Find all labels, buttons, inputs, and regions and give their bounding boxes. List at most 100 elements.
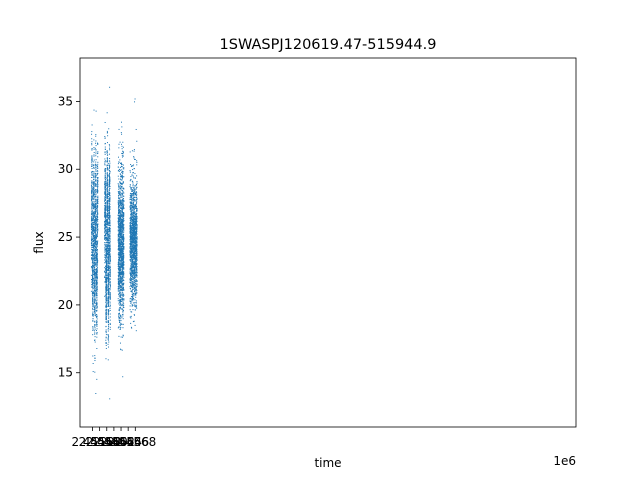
- data-point: [107, 193, 109, 195]
- data-point: [121, 280, 123, 282]
- data-point: [93, 148, 95, 150]
- data-point: [91, 247, 93, 249]
- data-point: [94, 177, 96, 179]
- data-point: [95, 110, 97, 112]
- data-point: [121, 237, 123, 239]
- data-point: [107, 288, 109, 290]
- data-point: [108, 327, 110, 329]
- data-point: [120, 203, 122, 204]
- data-point: [107, 247, 109, 249]
- data-point: [97, 143, 99, 145]
- data-point: [109, 225, 111, 227]
- data-point: [94, 313, 96, 315]
- data-point: [122, 273, 124, 275]
- data-point: [104, 136, 106, 137]
- data-point: [105, 342, 107, 344]
- data-point: [120, 259, 122, 261]
- data-point: [135, 279, 137, 281]
- data-point: [108, 336, 110, 338]
- data-point: [133, 320, 135, 322]
- data-point: [129, 248, 131, 250]
- data-point: [105, 234, 107, 236]
- data-point: [93, 233, 95, 235]
- data-point: [132, 294, 134, 296]
- data-point: [104, 215, 106, 217]
- data-point: [119, 169, 121, 171]
- data-point: [95, 207, 97, 209]
- data-point: [94, 273, 96, 275]
- data-point: [123, 299, 125, 301]
- data-point: [94, 249, 96, 251]
- data-point: [105, 217, 107, 219]
- data-point: [96, 172, 98, 174]
- data-point: [136, 259, 138, 261]
- data-point: [129, 206, 131, 208]
- data-point: [109, 197, 111, 199]
- data-point: [90, 223, 92, 225]
- data-point: [92, 243, 94, 245]
- data-point: [108, 279, 110, 281]
- data-point: [106, 267, 108, 269]
- data-point: [93, 239, 95, 241]
- data-point: [104, 163, 106, 165]
- data-point: [121, 133, 123, 135]
- data-point: [91, 143, 93, 145]
- data-point: [104, 246, 106, 248]
- data-point: [122, 155, 124, 157]
- data-point: [123, 254, 125, 256]
- data-point: [95, 221, 97, 223]
- data-point: [129, 230, 131, 232]
- data-point: [93, 194, 95, 196]
- data-point: [118, 285, 120, 287]
- data-point: [96, 283, 98, 285]
- data-point: [105, 195, 107, 197]
- data-point: [109, 172, 111, 174]
- data-point: [107, 243, 109, 245]
- data-point: [118, 316, 120, 318]
- data-point: [95, 276, 97, 278]
- data-point: [132, 187, 134, 189]
- data-point: [96, 249, 98, 251]
- data-point: [136, 160, 138, 162]
- data-point: [108, 221, 110, 223]
- data-point: [135, 255, 137, 257]
- data-point: [109, 266, 111, 268]
- data-point: [108, 218, 110, 220]
- data-point: [130, 278, 132, 280]
- data-point: [107, 269, 109, 270]
- data-point: [95, 161, 97, 163]
- data-point: [104, 218, 106, 220]
- data-point: [105, 269, 107, 271]
- data-point: [132, 284, 134, 286]
- data-point: [91, 148, 93, 150]
- data-point: [92, 302, 94, 304]
- data-point: [123, 241, 125, 243]
- data-point: [120, 285, 122, 287]
- data-point: [123, 231, 125, 233]
- data-point: [121, 213, 123, 215]
- data-point: [105, 308, 107, 310]
- data-point: [91, 204, 93, 206]
- data-point: [106, 299, 108, 301]
- data-point: [95, 252, 97, 254]
- data-point: [134, 273, 136, 275]
- data-point: [92, 284, 94, 286]
- data-point: [107, 262, 109, 264]
- data-point: [104, 281, 106, 283]
- data-point: [122, 302, 124, 304]
- data-point: [91, 214, 93, 216]
- data-point: [91, 224, 93, 226]
- data-point: [119, 168, 121, 170]
- data-point: [106, 151, 108, 153]
- data-point: [107, 232, 109, 234]
- data-point: [95, 191, 97, 193]
- data-point: [122, 284, 124, 286]
- data-point: [121, 204, 123, 206]
- data-point: [130, 231, 132, 233]
- data-point: [122, 199, 124, 201]
- data-point: [108, 267, 110, 269]
- data-point: [105, 252, 107, 254]
- data-point: [118, 178, 120, 180]
- data-point: [105, 321, 107, 323]
- data-point: [94, 280, 96, 282]
